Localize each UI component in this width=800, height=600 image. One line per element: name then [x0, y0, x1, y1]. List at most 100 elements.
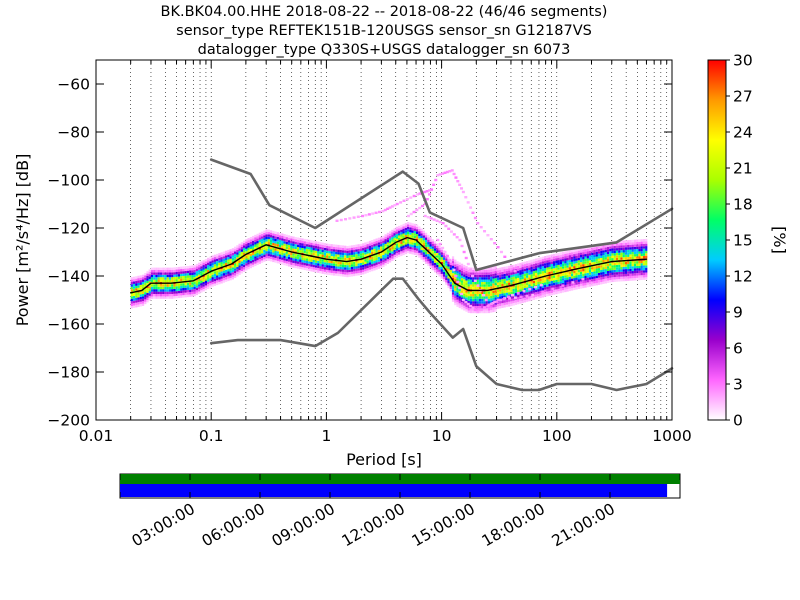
density-cell [505, 292, 509, 296]
density-outlier-cell [425, 190, 429, 193]
density-cell [225, 267, 228, 270]
density-cell [211, 262, 214, 266]
density-cell [629, 256, 632, 260]
density-cell [503, 283, 506, 286]
density-cell [231, 253, 235, 256]
density-cell [573, 287, 576, 291]
density-cell [645, 270, 648, 273]
density-cell [150, 286, 154, 290]
density-cell [317, 260, 320, 264]
density-cell [631, 275, 634, 279]
density-cell [389, 240, 392, 244]
density-outlier-cell [402, 199, 406, 202]
density-cell [517, 263, 520, 266]
density-cell [294, 256, 297, 259]
density-cell [299, 259, 302, 262]
density-cell [582, 256, 585, 260]
density-cell [561, 263, 565, 267]
density-cell [267, 241, 270, 245]
density-cell [555, 282, 558, 285]
density-cell [508, 299, 511, 302]
density-cell [132, 300, 136, 304]
density-cell [256, 255, 259, 258]
density-cell [496, 289, 500, 293]
density-cell [555, 258, 558, 261]
density-cell [559, 273, 562, 277]
density-cell [447, 276, 450, 279]
density-cell [456, 268, 459, 271]
density-cell [290, 245, 293, 248]
density-cell [135, 283, 138, 286]
density-cell [505, 287, 509, 291]
density-cell [539, 264, 542, 267]
density-cell [606, 275, 610, 279]
density-cell [348, 252, 351, 256]
density-cell [463, 279, 466, 282]
density-cell [171, 286, 174, 290]
density-cell [240, 244, 243, 248]
density-cell [454, 290, 457, 294]
density-cell [207, 267, 210, 270]
density-cell [636, 275, 639, 278]
density-cell [570, 283, 574, 286]
x-axis: 0.01 0.1 1 10 100 1000 [79, 60, 692, 445]
density-cell [182, 271, 185, 274]
density-cell [274, 257, 277, 261]
density-cell [323, 255, 327, 258]
density-cell [162, 286, 165, 290]
density-cell [272, 242, 275, 246]
density-cell [377, 240, 381, 243]
density-cell [584, 273, 587, 276]
density-cell [330, 270, 333, 273]
density-cell [348, 264, 351, 268]
density-cell [287, 244, 291, 248]
density-cell [588, 281, 592, 285]
density-cell [375, 243, 378, 246]
density-cell [627, 271, 630, 274]
density-cell [193, 289, 196, 292]
density-cell [301, 250, 304, 253]
density-cell [209, 285, 212, 288]
density-cell [213, 278, 217, 282]
density-cell [263, 247, 266, 250]
density-cell [384, 258, 387, 261]
density-cell [296, 261, 300, 264]
density-cell [559, 261, 562, 265]
density-cell [510, 272, 513, 275]
colorbar-tick-label: 24 [733, 124, 753, 142]
density-cell [490, 300, 493, 304]
density-cell [211, 281, 214, 285]
density-cell [566, 260, 569, 263]
density-cell [148, 298, 151, 301]
density-cell [285, 251, 288, 254]
density-cell [366, 270, 369, 273]
density-cell [355, 249, 358, 252]
density-cell [469, 291, 473, 294]
density-cell [510, 303, 513, 307]
density-cell [339, 245, 342, 248]
density-cell [231, 267, 235, 270]
density-cell [377, 266, 381, 269]
density-cell [469, 310, 473, 314]
density-cell [166, 289, 169, 292]
density-cell [555, 255, 558, 259]
density-cell [357, 244, 360, 247]
density-cell [267, 253, 270, 257]
density-cell [159, 289, 163, 292]
density-cell [278, 261, 282, 264]
density-cell [429, 246, 432, 249]
density-cell [442, 264, 446, 268]
density-cell [409, 234, 412, 238]
density-cell [157, 267, 160, 270]
density-cell [319, 249, 322, 252]
density-cell [317, 263, 320, 266]
density-cell [346, 253, 349, 256]
density-cell [285, 241, 288, 245]
density-cell [501, 267, 504, 270]
density-cell [216, 253, 219, 257]
density-cell [642, 243, 646, 247]
density-cell [211, 274, 214, 278]
density-cell [436, 245, 439, 249]
density-cell [427, 256, 430, 259]
density-cell [588, 250, 592, 254]
